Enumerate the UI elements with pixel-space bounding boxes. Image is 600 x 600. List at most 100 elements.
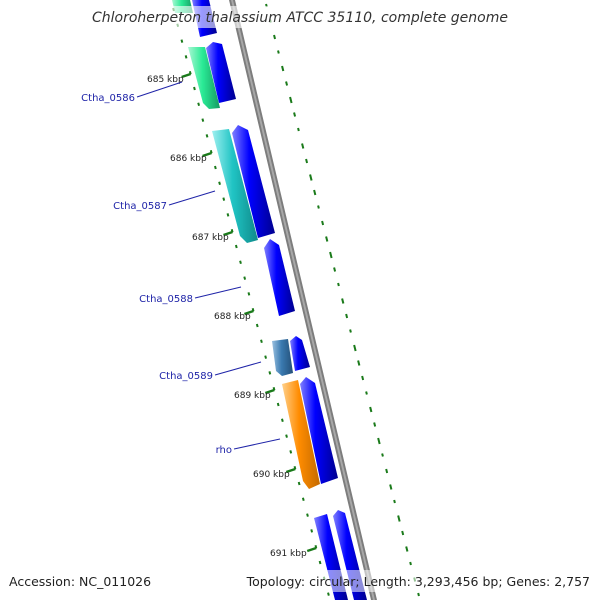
gc-skew-dash — [385, 468, 389, 474]
ruler-major-tick — [306, 546, 317, 553]
gc-skew-dash — [293, 112, 297, 117]
gc-skew-dash — [337, 282, 340, 287]
gene-feature-ctha-0586[interactable] — [188, 47, 220, 109]
gc-skew-dash — [273, 34, 277, 40]
gc-skew-dash — [317, 205, 320, 209]
gc-skew-dash — [357, 360, 361, 366]
ruler-minor-tick — [201, 118, 205, 122]
ruler-minor-tick — [318, 560, 322, 565]
gc-skew-dash — [349, 329, 352, 333]
gene-labels: Ctha_0586 Ctha_0587 Ctha_0588 Ctha_0589 … — [81, 93, 232, 456]
gc-skew-dash — [397, 515, 401, 522]
gc-skew-dash — [309, 174, 313, 181]
gene-label-ctha-0588[interactable]: Ctha_0588 — [139, 294, 193, 305]
gene-label-ctha-0589[interactable]: Ctha_0589 — [159, 371, 213, 382]
gc-skew-dash — [389, 484, 393, 490]
gene-feature-ctha-0589[interactable] — [272, 339, 293, 376]
ruler-minor-tick — [327, 592, 330, 596]
ruler-labels: 685 kbp 686 kbp 687 kbp 688 kbp 689 kbp … — [147, 75, 307, 559]
ruler-minor-tick — [226, 213, 230, 217]
gene-label-ctha-0586[interactable]: Ctha_0586 — [81, 93, 135, 104]
gc-skew-dash — [369, 406, 373, 413]
ruler-label-687: 687 kbp — [192, 233, 229, 243]
ruler-minor-tick — [268, 371, 272, 375]
ruler-label-685: 685 kbp — [147, 75, 184, 85]
ruler-minor-tick — [184, 55, 188, 59]
gene-label-ctha-0587[interactable]: Ctha_0587 — [113, 201, 167, 212]
backbone-ring — [229, 0, 377, 600]
ruler-minor-tick — [281, 418, 284, 423]
ruler-minor-tick — [243, 276, 247, 280]
ruler-minor-tick — [289, 450, 293, 454]
gene-label-leaders — [136, 81, 281, 450]
gene-label-rho[interactable]: rho — [216, 445, 232, 456]
gc-skew-dash — [353, 344, 357, 352]
ruler-major-tick — [181, 72, 192, 79]
ruler-minor-tick — [193, 86, 196, 91]
ruler-major-ticks — [181, 72, 317, 553]
gc-skew-dash — [373, 422, 377, 427]
forward-strand-track — [192, 0, 367, 600]
gc-skew-dash — [361, 375, 365, 381]
ruler-major-tick — [244, 309, 254, 316]
ruler-minor-tick — [230, 228, 234, 233]
ruler-minor-tick — [205, 134, 209, 138]
gc-skew-dash — [325, 236, 329, 242]
gc-skew-dash — [409, 561, 412, 566]
ruler-minor-tick — [188, 70, 192, 75]
gc-skew-dash — [305, 158, 309, 164]
ruler-minor-tick — [239, 260, 242, 265]
gc-skew-dash — [289, 96, 293, 104]
ruler-minor-tick — [260, 339, 263, 344]
gc-skew-dash — [417, 592, 420, 597]
ruler-minor-tick — [272, 386, 276, 391]
gc-skew-dash — [297, 127, 300, 132]
cds-feature-forward-2[interactable] — [206, 42, 236, 103]
gc-skew-dash — [285, 81, 289, 86]
ruler-minor-tick — [310, 529, 314, 533]
cds-feature-forward-6[interactable] — [300, 377, 338, 484]
gc-skew-dash — [313, 189, 317, 196]
ruler-minor-tick — [234, 244, 238, 249]
gene-feature-rho[interactable] — [282, 380, 320, 489]
gc-skew-dash — [345, 313, 349, 319]
gc-skew-dash — [365, 391, 368, 395]
gc-skew-dash — [329, 251, 333, 259]
ruler-minor-tick — [197, 102, 201, 107]
gene-feature-ctha-0587[interactable] — [212, 129, 258, 243]
ruler-label-691: 691 kbp — [270, 549, 307, 559]
ruler-minor-tick — [264, 355, 268, 359]
ruler-minor-tick — [247, 292, 251, 296]
ruler-minor-tick — [218, 181, 221, 186]
ruler-label-686: 686 kbp — [170, 154, 207, 164]
ruler-minor-tick — [306, 513, 309, 517]
ruler-minor-tick — [251, 307, 255, 312]
ruler-minor-tick — [180, 39, 184, 43]
genome-summary-text: Topology: circular; Length: 3,293,456 bp… — [246, 574, 590, 589]
cds-feature-forward-5[interactable] — [290, 336, 310, 371]
ruler-major-tick — [285, 467, 296, 474]
ruler-minor-tick — [222, 197, 226, 201]
ruler-major-tick — [202, 151, 212, 158]
cds-feature-forward-3[interactable] — [232, 125, 275, 238]
ruler-label-688: 688 kbp — [214, 312, 251, 322]
ruler-label-690: 690 kbp — [253, 470, 290, 480]
ruler-minor-tick — [285, 434, 288, 438]
ruler-minor-tick — [297, 481, 301, 486]
gc-skew-dash — [341, 298, 345, 304]
ruler-minor-tick — [255, 323, 259, 328]
gc-skew-dash — [281, 65, 285, 72]
gc-skew-dash — [393, 499, 396, 504]
ruler-minor-tick — [276, 402, 280, 407]
gc-skew-dash — [301, 143, 305, 149]
ruler-label-689: 689 kbp — [234, 391, 271, 401]
gc-skew-dash — [377, 437, 381, 445]
gc-skew-dash — [321, 220, 325, 226]
ruler-major-tick — [223, 230, 233, 237]
ruler-minor-tick — [301, 497, 305, 502]
accession-text: Accession: NC_011026 — [9, 574, 151, 589]
cds-feature-forward-4[interactable] — [264, 239, 295, 316]
ruler-major-tick — [264, 388, 275, 395]
gc-skew-dash — [333, 267, 337, 272]
